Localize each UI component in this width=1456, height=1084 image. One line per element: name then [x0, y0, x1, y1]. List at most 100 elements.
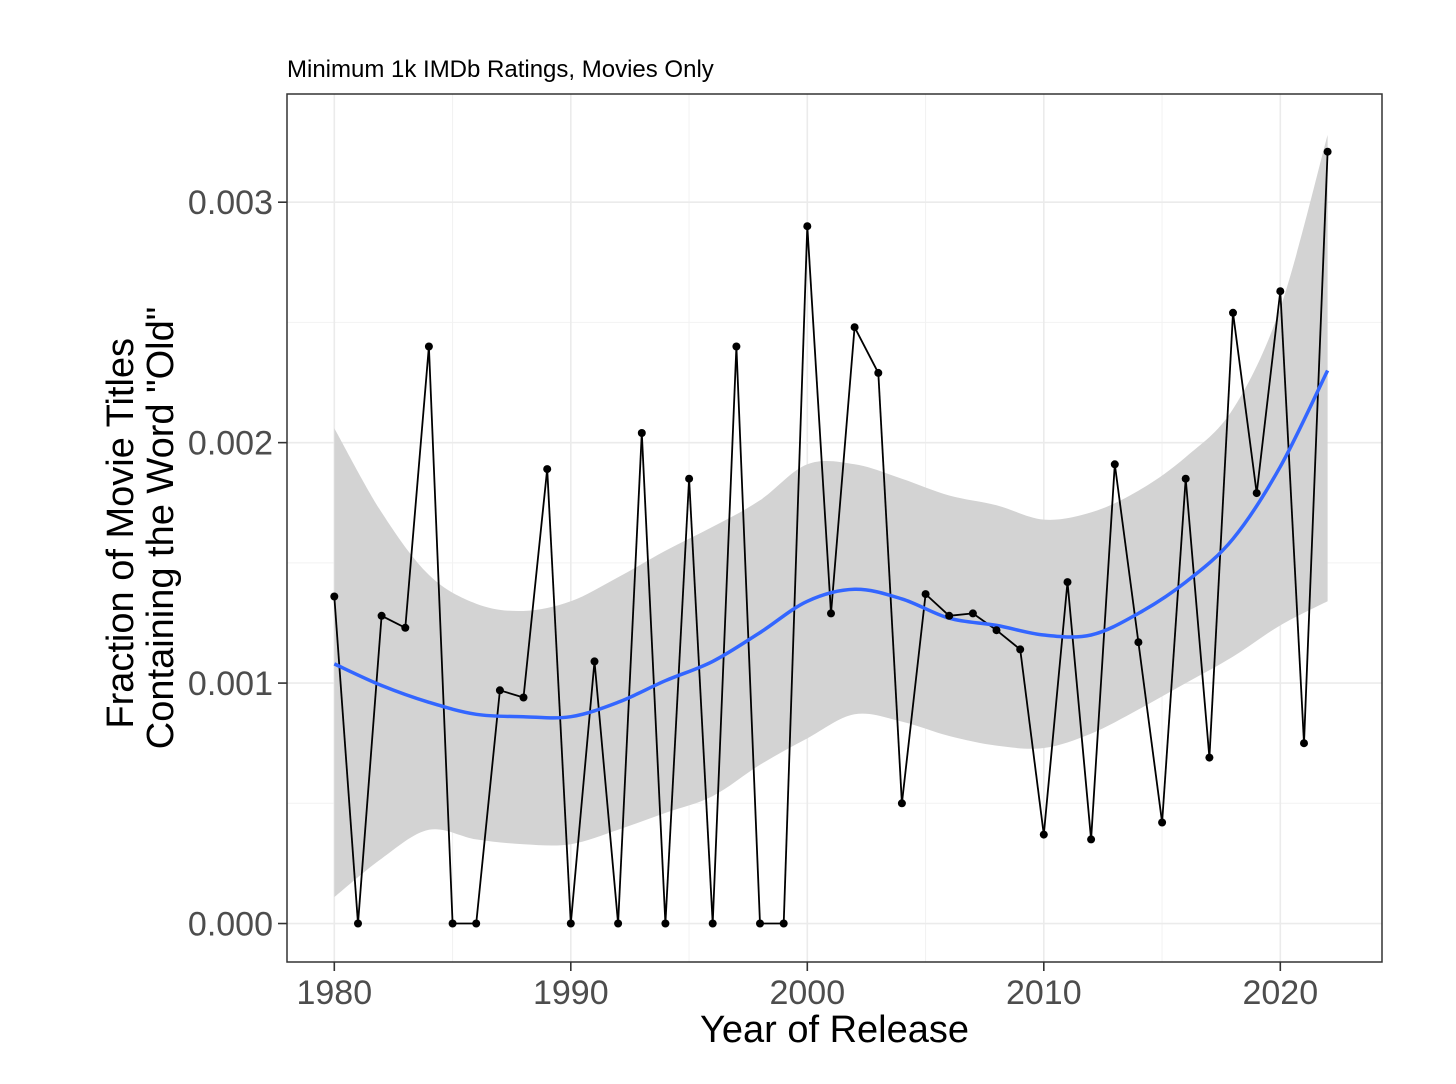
chart-subtitle: Minimum 1k IMDb Ratings, Movies Only: [287, 56, 714, 83]
data-point-1986: [472, 919, 481, 928]
observed-line-segment: [972, 612, 998, 631]
observed-line-segment: [593, 661, 619, 924]
data-point-1997: [732, 342, 741, 351]
data-point-1990: [566, 919, 575, 928]
data-point-2014: [1134, 638, 1143, 647]
smooth-trend-line: [333, 369, 1330, 720]
data-point-2003: [874, 368, 883, 377]
observed-line-segment: [475, 690, 501, 924]
data-point-1996: [708, 919, 717, 928]
observed-line-segment: [569, 661, 596, 924]
data-point-2005: [921, 590, 930, 599]
observed-line-segment: [901, 593, 927, 804]
observed-line-segment: [333, 596, 359, 924]
data-point-2015: [1158, 818, 1167, 827]
data-point-2006: [945, 611, 954, 620]
data-point-2000: [803, 222, 812, 231]
data-point-1987: [495, 686, 504, 695]
observed-line-segment: [546, 469, 572, 924]
observed-line-segment: [830, 327, 856, 614]
data-point-1985: [448, 919, 457, 928]
data-point-2021: [1300, 739, 1308, 748]
data-point-2007: [968, 609, 977, 618]
observed-line-segment: [640, 432, 667, 924]
observed-line-segment: [1303, 151, 1329, 744]
data-point-1982: [377, 611, 386, 620]
data-point-1995: [685, 474, 694, 483]
data-point-1992: [614, 919, 623, 928]
data-point-1998: [756, 919, 764, 928]
y-tick-label: 0.000: [188, 906, 273, 944]
x-tick-label: 2020: [1242, 974, 1318, 1012]
observed-series: [333, 151, 1329, 925]
observed-line-segment: [1184, 478, 1211, 758]
x-tick-label: 2010: [1006, 974, 1082, 1012]
observed-line-segment: [1113, 464, 1140, 643]
data-point-1981: [354, 919, 362, 928]
x-tick-label: 2000: [769, 974, 845, 1012]
observed-line-segment: [688, 478, 714, 924]
data-point-2022: [1323, 147, 1332, 156]
y-tick-label: 0.003: [188, 184, 273, 222]
observed-line-segment: [924, 593, 950, 617]
data-point-2001: [827, 609, 835, 618]
data-point-2008: [992, 626, 1001, 635]
observed-line-segment: [1208, 312, 1234, 758]
plot-panel-border: [286, 93, 1383, 963]
data-point-1993: [637, 429, 646, 437]
observed-line-segment: [1161, 478, 1187, 823]
observed-line-segment: [735, 346, 761, 924]
data-point-1989: [543, 465, 552, 474]
observed-line-segment: [711, 346, 738, 924]
data-point-2013: [1110, 460, 1119, 469]
observed-line-segment: [806, 226, 832, 614]
x-axis-title: Year of Release: [700, 1009, 969, 1051]
data-point-1988: [519, 693, 528, 702]
y-axis-title-line-1: Fraction of Movie Titles: [100, 338, 142, 729]
observed-line-segment: [617, 432, 643, 924]
data-point-2002: [850, 323, 859, 332]
observed-line-segment: [1255, 291, 1282, 494]
data-point-2019: [1252, 489, 1261, 498]
observed-line-segment: [381, 614, 406, 629]
y-axis-title-line-2: Containing the Word "Old": [140, 307, 182, 749]
data-point-2018: [1229, 308, 1237, 317]
observed-line-segment: [1232, 312, 1258, 494]
data-point-1991: [590, 657, 599, 666]
observed-line-segment: [664, 478, 690, 924]
observed-line-segment: [853, 326, 880, 374]
observed-line-segment: [522, 469, 549, 698]
data-point-1980: [330, 592, 339, 601]
observed-points: [330, 147, 1332, 928]
data-point-1984: [424, 342, 433, 351]
observed-line-segment: [1019, 649, 1045, 835]
data-point-1983: [401, 623, 410, 632]
observed-line-segment: [1137, 642, 1163, 823]
observed-line-segment: [1042, 582, 1069, 835]
y-tick-label: 0.001: [188, 665, 273, 703]
confidence-band: [334, 134, 1328, 898]
data-point-2016: [1181, 474, 1190, 483]
observed-line-segment: [499, 689, 524, 699]
data-point-1994: [661, 919, 670, 928]
observed-line-segment: [428, 346, 454, 924]
y-axis: 0.000 0.001 0.002 0.003: [188, 184, 287, 944]
x-tick-label: 1980: [296, 974, 372, 1012]
observed-line-segment: [877, 372, 903, 804]
observed-line-segment: [1066, 582, 1092, 840]
data-point-1999: [779, 919, 788, 928]
x-axis: 1980 1990 2000 2010 2020: [296, 962, 1318, 1012]
observed-line-segment: [782, 226, 809, 924]
y-tick-label: 0.002: [188, 425, 273, 463]
x-tick-label: 1990: [533, 974, 609, 1012]
data-point-2004: [897, 799, 906, 808]
y-axis-title: Fraction of Movie Titles Containing the …: [100, 307, 182, 749]
data-point-2010: [1039, 830, 1048, 839]
observed-line-segment: [357, 615, 383, 924]
observed-line-segment: [404, 346, 430, 628]
observed-line-segment: [995, 629, 1021, 651]
data-point-2012: [1087, 835, 1096, 844]
data-point-2009: [1016, 645, 1025, 654]
data-point-2017: [1205, 753, 1214, 762]
